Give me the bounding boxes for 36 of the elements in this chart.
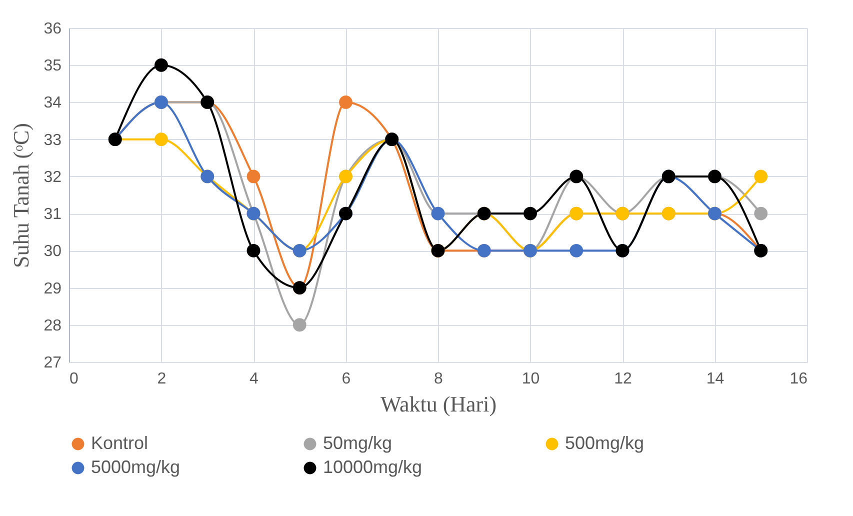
- legend-label: 50mg/kg: [323, 433, 392, 453]
- point: [246, 170, 260, 184]
- y-tick-label: 29: [44, 280, 62, 298]
- x-tick-label: 12: [614, 370, 632, 388]
- legend-label: Kontrol: [91, 433, 148, 453]
- x-tick-label: 16: [790, 370, 808, 388]
- point: [570, 244, 584, 258]
- y-tick-label: 34: [44, 94, 62, 112]
- y-tick-label: 28: [44, 317, 62, 334]
- x-tick-label: 2: [157, 370, 166, 388]
- point: [754, 170, 768, 184]
- x-tick-label: 4: [250, 370, 259, 388]
- y-tick-label: 32: [44, 168, 62, 186]
- y-axis-title: Suhu Tanah (ᵒC): [8, 123, 34, 268]
- x-tick-label: 6: [342, 370, 351, 388]
- y-tick-label: 33: [44, 132, 62, 149]
- y-tick-label: 31: [44, 206, 62, 224]
- y-tick-label: 30: [44, 243, 62, 260]
- x-tick-label: 8: [434, 370, 444, 388]
- legend-label: 5000mg/kg: [91, 457, 180, 477]
- legend-label: 500mg/kg: [565, 433, 644, 453]
- y-tick-label: 35: [44, 58, 62, 75]
- x-tick-label: 10: [522, 370, 540, 388]
- point: [154, 58, 168, 72]
- x-tick-label: 0: [70, 370, 78, 388]
- point: [246, 244, 260, 258]
- point: [154, 132, 168, 146]
- legend-label: 10000mg/kg: [323, 457, 422, 477]
- point: [524, 206, 537, 220]
- y-tick-label: 36: [44, 20, 62, 38]
- point: [339, 96, 352, 109]
- x-tick-label: 14: [706, 370, 724, 388]
- y-tick-label: 27: [44, 354, 62, 372]
- point: [292, 318, 306, 332]
- x-axis-title: Waktu (Hari): [380, 392, 497, 416]
- point: [754, 206, 768, 220]
